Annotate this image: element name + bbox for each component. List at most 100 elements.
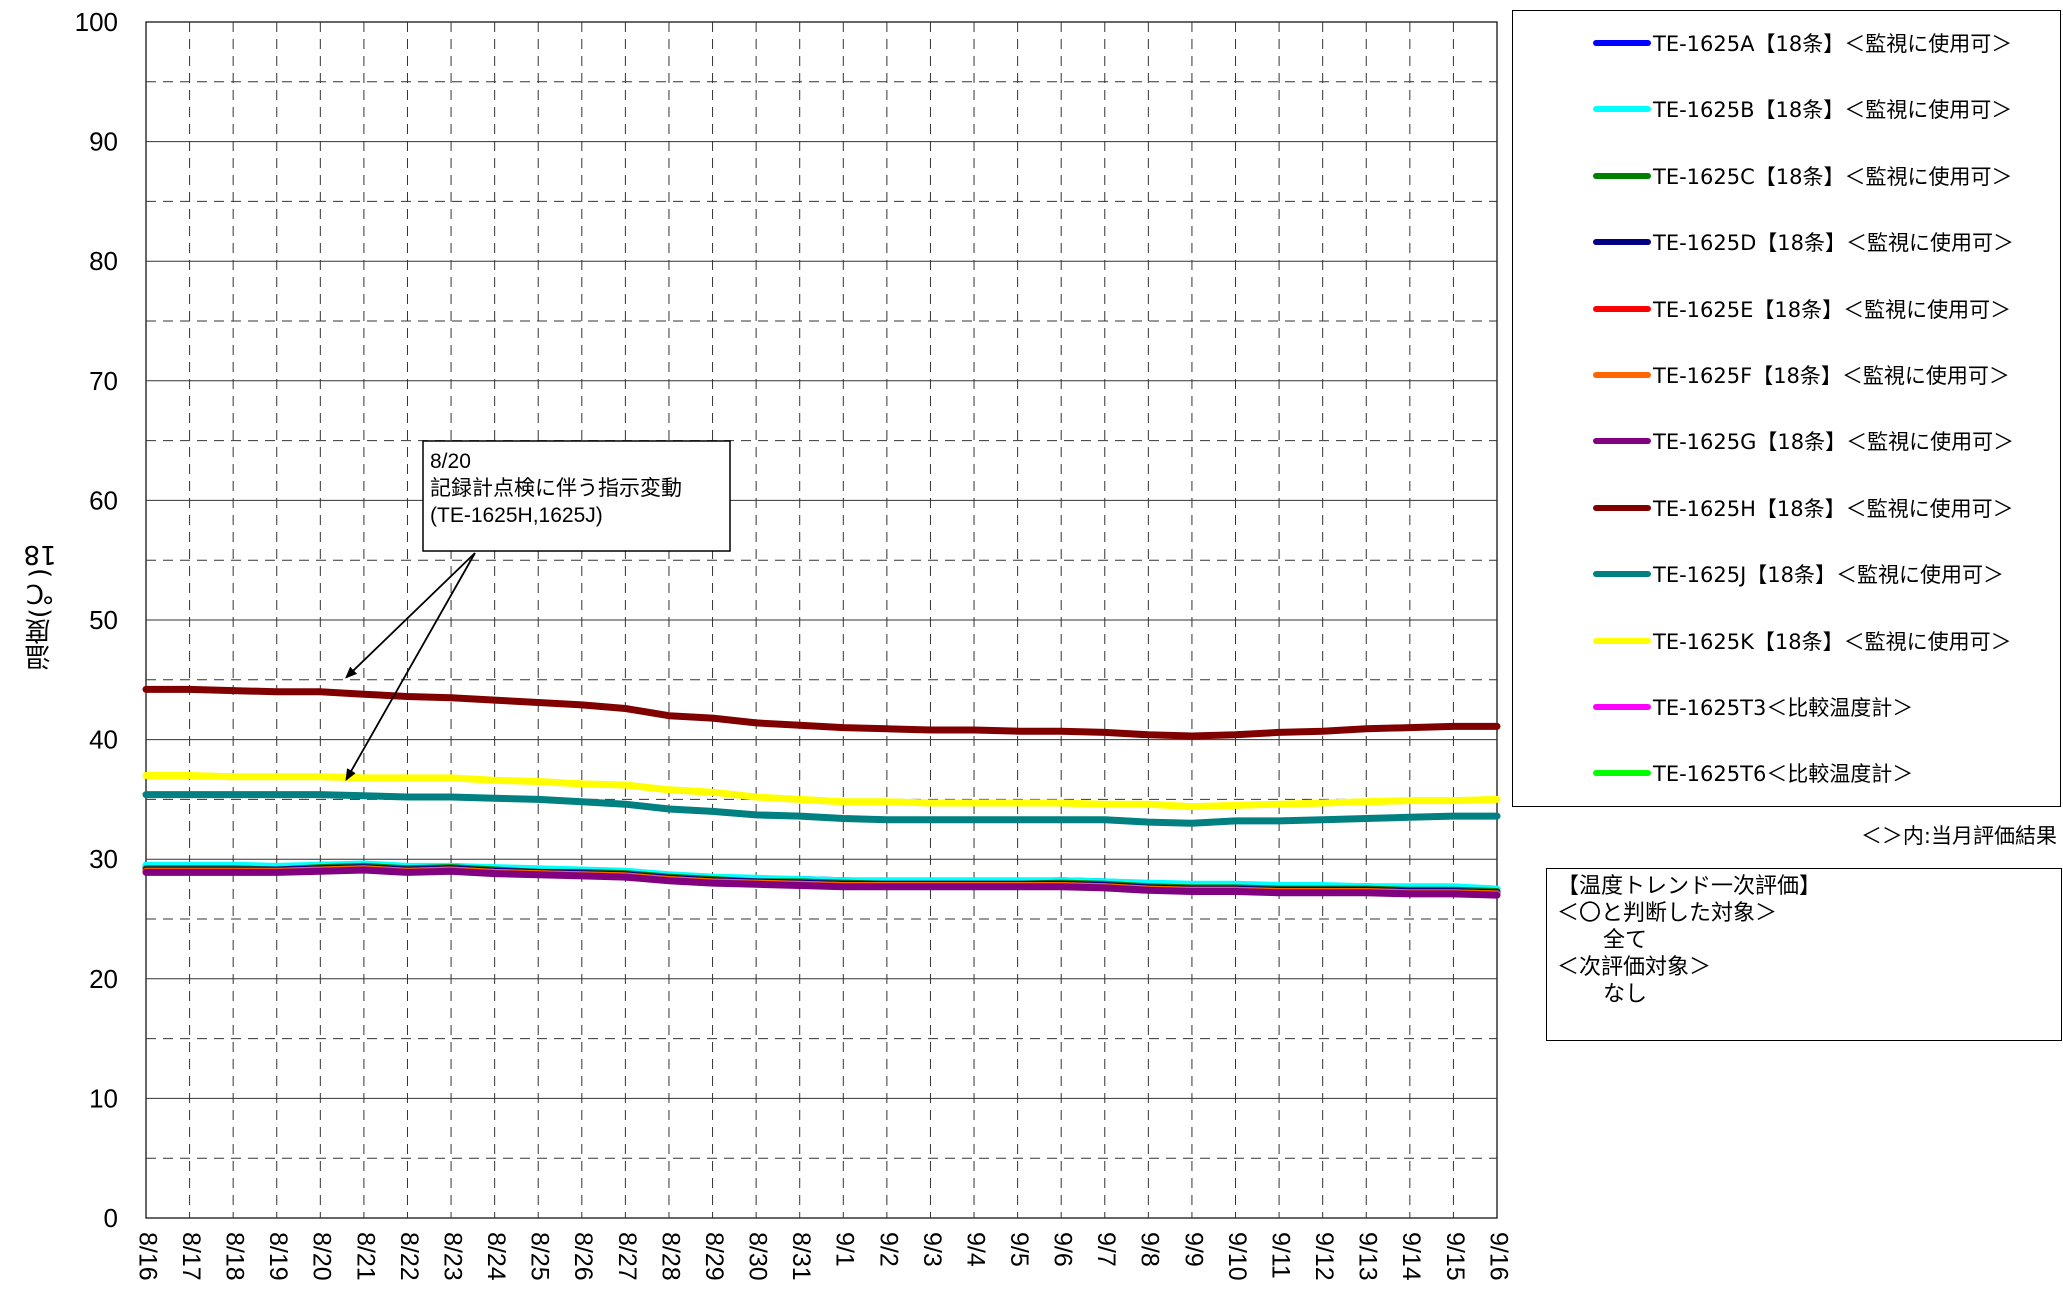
legend-label: TE-1625T3＜比較温度計＞ — [1653, 696, 1914, 720]
legend-label: TE-1625C【18条】＜監視に使用可＞ — [1653, 164, 2013, 189]
x-tick-label: 9/10 — [1223, 1232, 1251, 1281]
annotation-box — [422, 440, 731, 552]
legend: TE-1625A【18条】＜監視に使用可＞ TE-1625B【18条】＜監視に使用… — [1512, 10, 2061, 807]
legend-item: TE-1625K【18条】＜監視に使用可＞ — [1593, 625, 2012, 657]
x-tick-label: 8/27 — [613, 1232, 641, 1281]
annotation: 8/20 記録計点検に伴う指示変動 (TE-1625H,1625J) — [345, 440, 731, 782]
y-axis-label-text: 温度(℃) — [25, 568, 55, 671]
legend-swatch — [1593, 504, 1651, 511]
y-tick-label: 70 — [89, 366, 118, 396]
legend-swatch — [1593, 372, 1651, 378]
legend-label: TE-1625E【18条】＜監視に使用可＞ — [1653, 297, 2012, 322]
x-tick-label: 8/30 — [744, 1232, 772, 1281]
y-tick-label: 30 — [89, 844, 118, 874]
x-tick-label: 8/23 — [438, 1232, 466, 1281]
y-tick-label: 60 — [89, 485, 118, 515]
y-tick-label: 10 — [89, 1083, 118, 1113]
evaluation-ok-value: 全て — [1603, 928, 1648, 953]
legend-item: TE-1625T6＜比較温度計＞ — [1593, 757, 1913, 789]
legend-note: ＜＞内:当月評価結果 — [1860, 824, 2057, 848]
legend-label: TE-1625H【18条】＜監視に使用可＞ — [1653, 496, 2014, 521]
x-tick-label: 8/24 — [482, 1232, 510, 1281]
y-tick-label: 20 — [89, 964, 118, 994]
evaluation-box: 【温度トレンド一次評価】 ＜〇と判断した対象＞ 全て ＜次評価対象＞ なし — [1546, 868, 2062, 1041]
y-axis-label: 18 温度(℃) — [0, 539, 80, 671]
x-tick-label: 9/7 — [1092, 1232, 1120, 1267]
legend-item: TE-1625H【18条】＜監視に使用可＞ — [1593, 492, 2014, 524]
legend-item: TE-1625A【18条】＜監視に使用可＞ — [1593, 27, 2012, 59]
annotation-arrow — [345, 552, 476, 782]
x-tick-label: 9/14 — [1397, 1232, 1425, 1281]
x-tick-label: 8/25 — [526, 1232, 554, 1281]
series-line-8 — [142, 791, 1501, 827]
x-tick-label: 9/5 — [1005, 1232, 1033, 1267]
legend-label: TE-1625J【18条】＜監視に使用可＞ — [1653, 563, 2005, 588]
legend-label: TE-1625K【18条】＜監視に使用可＞ — [1653, 629, 2012, 654]
legend-label: TE-1625B【18条】＜監視に使用可＞ — [1653, 98, 2013, 123]
x-tick-label: 9/8 — [1136, 1232, 1164, 1267]
annotation-text: 記録計点検に伴う指示変動 — [430, 477, 682, 500]
x-tick-label: 8/28 — [656, 1232, 684, 1281]
x-tick-label: 9/15 — [1441, 1232, 1469, 1281]
y-axis-label-number: 18 — [23, 539, 57, 569]
x-tick-label: 8/29 — [700, 1232, 728, 1281]
legend-swatch — [1593, 571, 1651, 578]
legend-item: TE-1625F【18条】＜監視に使用可＞ — [1593, 359, 2010, 391]
y-tick-label: 40 — [89, 725, 118, 755]
series-lines — [142, 685, 1501, 899]
x-tick-label: 8/26 — [569, 1232, 597, 1281]
evaluation-ok-heading: ＜〇と判断した対象＞ — [1557, 901, 1778, 926]
x-tick-label: 9/13 — [1354, 1232, 1382, 1281]
x-tick-label: 8/18 — [221, 1232, 249, 1281]
x-tick-label: 8/20 — [308, 1232, 336, 1281]
series-line-9 — [142, 772, 1501, 811]
y-axis-ticks: 0 10 20 30 40 50 60 70 80 90 100 — [75, 7, 118, 1233]
x-tick-label: 9/4 — [961, 1232, 989, 1267]
y-tick-label: 0 — [104, 1203, 118, 1233]
legend-item: TE-1625G【18条】＜監視に使用可＞ — [1593, 425, 2014, 457]
evaluation-title: 【温度トレンド一次評価】 — [1557, 874, 1822, 899]
legend-swatch — [1593, 40, 1651, 46]
annotation-text: 8/20 — [430, 450, 471, 473]
x-tick-label: 9/12 — [1310, 1232, 1338, 1281]
x-tick-label: 9/9 — [1179, 1232, 1207, 1267]
x-tick-label: 8/21 — [351, 1232, 379, 1281]
evaluation-next-value: なし — [1603, 982, 1648, 1007]
legend-swatch — [1593, 438, 1651, 445]
x-tick-label: 9/16 — [1484, 1232, 1512, 1281]
legend-swatch — [1593, 770, 1651, 777]
legend-swatch — [1593, 637, 1651, 644]
legend-swatch — [1593, 239, 1651, 246]
legend-swatch — [1593, 704, 1651, 710]
legend-item: TE-1625B【18条】＜監視に使用可＞ — [1593, 93, 2012, 125]
x-tick-label: 9/3 — [918, 1232, 946, 1267]
x-tick-label: 9/1 — [831, 1232, 859, 1267]
legend-label: TE-1625A【18条】＜監視に使用可＞ — [1653, 32, 2013, 56]
y-tick-label: 80 — [89, 246, 118, 276]
legend-label: TE-1625F【18条】＜監視に使用可＞ — [1653, 364, 2010, 388]
x-tick-label: 8/22 — [395, 1232, 423, 1281]
legend-item: TE-1625E【18条】＜監視に使用可＞ — [1593, 293, 2011, 325]
x-axis-ticks: 8/16 8/17 8/18 8/19 8/20 8/21 8/22 8/23 8/24 8/25… — [133, 1232, 1512, 1281]
y-tick-label: 100 — [75, 7, 118, 37]
legend-item: TE-1625J【18条】＜監視に使用可＞ — [1593, 558, 2004, 590]
legend-label: TE-1625T6＜比較温度計＞ — [1653, 762, 1914, 787]
legend-label: TE-1625D【18条】＜監視に使用可＞ — [1653, 231, 2015, 256]
grid — [145, 21, 1498, 1219]
y-tick-label: 50 — [89, 605, 118, 635]
annotation-text: (TE-1625H,1625J) — [430, 504, 603, 527]
legend-item: TE-1625T3＜比較温度計＞ — [1593, 691, 1913, 723]
x-tick-label: 9/2 — [874, 1232, 902, 1267]
x-tick-label: 8/16 — [133, 1232, 161, 1281]
legend-label: TE-1625G【18条】＜監視に使用可＞ — [1653, 430, 2015, 455]
x-tick-label: 8/19 — [264, 1232, 292, 1281]
legend-swatch — [1593, 305, 1651, 312]
legend-item: TE-1625C【18条】＜監視に使用可＞ — [1593, 160, 2013, 192]
series-line-6 — [142, 866, 1501, 899]
x-tick-label: 8/31 — [787, 1232, 815, 1281]
x-tick-label: 9/11 — [1266, 1232, 1294, 1279]
annotation-arrow — [345, 552, 476, 679]
series-line-7 — [142, 685, 1501, 740]
x-tick-label: 8/17 — [177, 1232, 205, 1281]
